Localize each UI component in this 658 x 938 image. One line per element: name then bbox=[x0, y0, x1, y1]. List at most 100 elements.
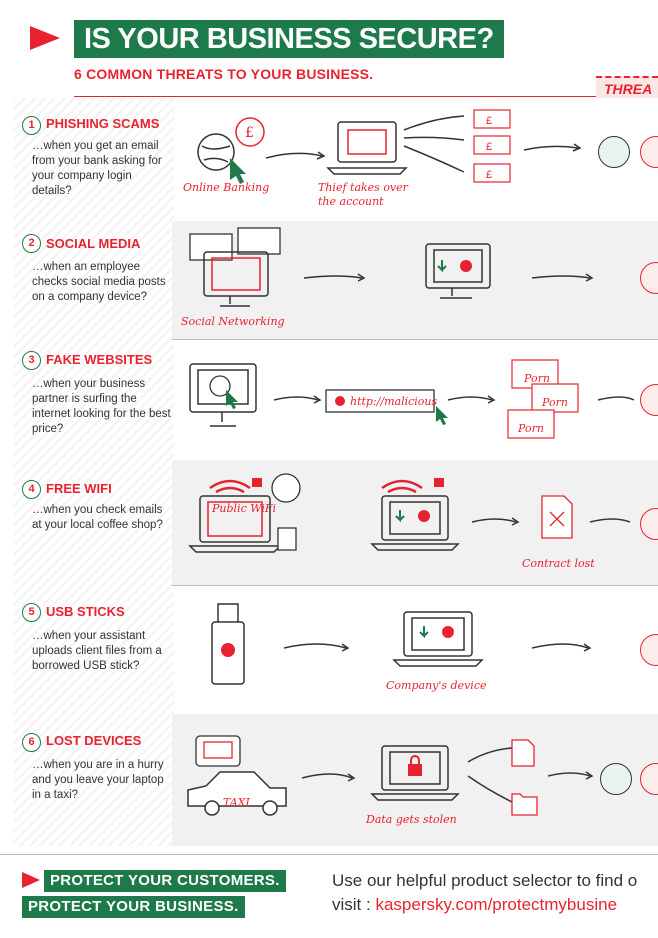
cta-protect-business: PROTECT YOUR BUSINESS. bbox=[22, 896, 245, 918]
threat-title-fake-websites: FAKE WEBSITES bbox=[46, 352, 153, 367]
label-popup-porn-1: Porn bbox=[524, 372, 550, 385]
arrow-icon bbox=[467, 775, 513, 803]
pound-coin-icon: £ bbox=[235, 117, 265, 147]
arrow-icon bbox=[265, 152, 323, 159]
phishing-illustration: £ £ £ £ bbox=[197, 109, 582, 184]
bug-icon bbox=[460, 260, 472, 272]
thief-face-icon bbox=[598, 136, 630, 168]
label-malicious-url: http://malicious bbox=[350, 395, 438, 408]
product-selector-text: Use our helpful product selector to find… bbox=[332, 871, 638, 890]
threat-desc-free-wifi: …when you check emails at your local cof… bbox=[32, 504, 163, 531]
arrow-icon bbox=[467, 747, 513, 763]
cta-line2-dot: . bbox=[234, 898, 239, 915]
threat-title-free-wifi: FREE WIFI bbox=[46, 481, 112, 496]
left-strip-background bbox=[14, 98, 174, 846]
threat-number-3: 3 bbox=[22, 351, 41, 370]
threat-number-4: 4 bbox=[22, 480, 41, 499]
infected-laptop-icon bbox=[370, 495, 460, 551]
label-popup-porn-2: Porn bbox=[542, 396, 568, 409]
lock-icon bbox=[252, 478, 262, 487]
cursor-icon bbox=[436, 406, 448, 425]
label-online-banking: Online Banking bbox=[183, 181, 270, 194]
label-contract-lost: Contract lost bbox=[522, 557, 595, 570]
padlock-icon bbox=[408, 764, 422, 776]
threat-number-6: 6 bbox=[22, 733, 41, 752]
monitor-icon bbox=[189, 363, 257, 427]
row-divider bbox=[172, 339, 658, 340]
wifi-icon bbox=[381, 479, 423, 494]
locked-laptop-icon bbox=[370, 745, 460, 801]
label-social-networking: Social Networking bbox=[181, 315, 285, 328]
email-bubble-icon bbox=[271, 473, 301, 503]
svg-text:£: £ bbox=[486, 115, 492, 127]
visit-label: visit : bbox=[332, 895, 371, 914]
arrow-icon bbox=[531, 275, 591, 279]
usb-illustration bbox=[211, 603, 592, 685]
laptop-bubble-icon bbox=[195, 735, 241, 767]
arrow-icon bbox=[301, 773, 353, 779]
arrow-icon bbox=[447, 396, 493, 401]
visit-line: visit : kaspersky.com/protectmybusine bbox=[332, 895, 617, 915]
lost-devices-illustration bbox=[187, 735, 594, 816]
documents-icon bbox=[511, 739, 538, 816]
threat-number-2: 2 bbox=[22, 234, 41, 253]
footer-divider bbox=[0, 854, 658, 855]
bug-icon bbox=[221, 643, 235, 657]
arrows-fan-icon bbox=[403, 115, 465, 173]
page-subtitle: 6 COMMON THREATS TO YOUR BUSINESS. bbox=[74, 66, 374, 82]
thief-face-icon bbox=[600, 763, 632, 795]
svg-text:£: £ bbox=[486, 141, 492, 153]
monitor-icon bbox=[203, 251, 269, 307]
threat-desc-usb-sticks: …when your assistant uploads client file… bbox=[32, 630, 162, 672]
taxi-icon bbox=[187, 771, 287, 816]
label-popup-porn-3: Porn bbox=[518, 422, 544, 435]
bug-icon bbox=[442, 626, 454, 638]
broken-document-icon bbox=[541, 495, 573, 539]
arrow-icon bbox=[589, 518, 631, 523]
title-arrow-icon bbox=[30, 26, 60, 50]
social-media-illustration bbox=[189, 227, 594, 307]
arrow-icon bbox=[597, 396, 635, 401]
threat-title-usb-sticks: USB STICKS bbox=[46, 604, 125, 619]
globe-icon bbox=[197, 133, 235, 171]
fake-websites-illustration bbox=[189, 359, 635, 439]
free-wifi-illustration bbox=[188, 473, 631, 553]
lock-icon bbox=[434, 478, 444, 487]
svg-text:£: £ bbox=[486, 169, 492, 181]
threat-desc-social-media: …when an employee checks social media po… bbox=[32, 261, 166, 303]
download-icon bbox=[437, 260, 447, 273]
cursor-icon bbox=[226, 390, 238, 409]
coffee-cup-icon bbox=[277, 527, 297, 551]
speech-bubbles-icon bbox=[189, 227, 281, 261]
cta-line1-dot: . bbox=[275, 872, 280, 889]
svg-text:£: £ bbox=[245, 125, 254, 141]
bug-icon bbox=[335, 396, 345, 406]
arrow-icon bbox=[273, 396, 319, 401]
arrow-icon bbox=[523, 145, 579, 151]
arrow-icon bbox=[547, 772, 591, 777]
label-data-stolen: Data gets stolen bbox=[366, 813, 457, 826]
pound-notes-icon bbox=[473, 109, 511, 183]
threat-number-5: 5 bbox=[22, 603, 41, 622]
threat-desc-lost-devices: …when you are in a hurry and you leave y… bbox=[32, 759, 164, 801]
threat-desc-fake-websites: …when your business partner is surfing t… bbox=[32, 378, 171, 435]
row-divider bbox=[172, 585, 658, 586]
label-public-wifi: Public WiFi bbox=[212, 502, 277, 515]
arrow-icon bbox=[283, 643, 347, 649]
globe-icon bbox=[209, 375, 231, 397]
threat-title-lost-devices: LOST DEVICES bbox=[46, 733, 142, 748]
laptop-icon bbox=[188, 495, 282, 553]
visit-url-link[interactable]: kaspersky.com/protectmybusine bbox=[375, 895, 618, 914]
cta-line1-text: PROTECT YOUR CUSTOMERS bbox=[50, 872, 276, 889]
address-bar bbox=[325, 389, 435, 413]
infected-monitor-icon bbox=[425, 243, 491, 299]
arrow-icon bbox=[471, 518, 517, 523]
threat-tag: THREA bbox=[596, 76, 658, 98]
laptop-icon bbox=[326, 121, 408, 175]
cta-protect-customers: PROTECT YOUR CUSTOMERS. bbox=[44, 870, 286, 892]
cta-line2-text: PROTECT YOUR BUSINESS bbox=[28, 898, 235, 915]
popup-windows-icon bbox=[507, 359, 579, 439]
cursor-icon bbox=[230, 158, 246, 184]
wifi-icon bbox=[209, 479, 251, 494]
label-taxi: TAXI bbox=[223, 796, 250, 809]
